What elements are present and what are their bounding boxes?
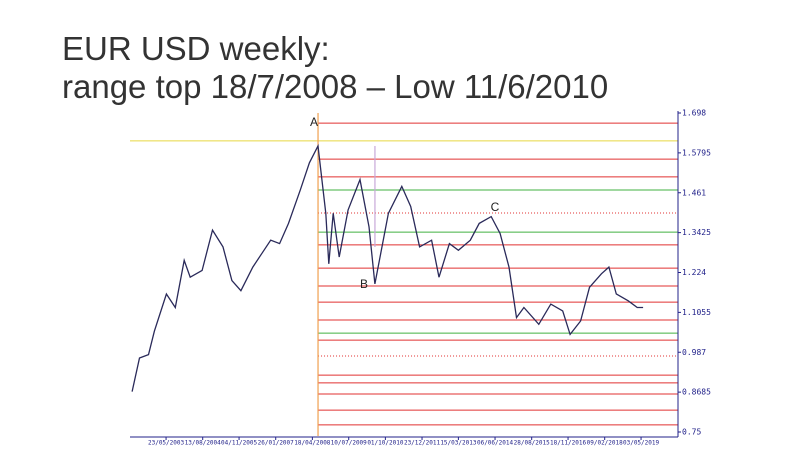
x-tick-label: 26/01/2007 <box>258 440 295 447</box>
y-tick-label: 0.987 <box>682 348 706 357</box>
x-tick-label: 10/07/2009 <box>331 440 368 447</box>
x-tick-label: 06/06/2014 <box>477 440 514 447</box>
x-tick-label: 18/04/2008 <box>294 440 331 447</box>
x-tick-label: 23/05/2003 <box>148 440 185 447</box>
annotation: B <box>360 277 368 291</box>
x-tick-label: 23/12/2011 <box>404 440 441 447</box>
x-tick-label: 28/08/2015 <box>514 440 551 447</box>
x-tick-label: 18/11/2016 <box>550 440 587 447</box>
y-tick-label: 1.698 <box>682 109 706 118</box>
y-tick-label: 0.75 <box>682 428 701 437</box>
x-tick-label: 03/05/2019 <box>623 440 660 447</box>
y-tick-label: 1.224 <box>682 268 706 277</box>
x-tick-label: 09/02/2018 <box>587 440 624 447</box>
title-line: EUR USD weekly: <box>62 30 330 67</box>
y-tick-label: 1.1055 <box>682 308 711 317</box>
x-tick-label: 04/11/2005 <box>221 440 258 447</box>
y-tick-label: 1.3425 <box>682 228 711 237</box>
x-tick-label: 13/08/2004 <box>185 440 222 447</box>
x-tick-label: 01/10/2010 <box>367 440 404 447</box>
y-tick-label: 1.5795 <box>682 148 711 157</box>
y-tick-label: 0.8685 <box>682 388 711 397</box>
annotation: C <box>491 200 500 214</box>
annotation: A <box>310 115 318 129</box>
title-line: range top 18/7/2008 – Low 11/6/2010 <box>62 68 609 105</box>
y-tick-label: 1.461 <box>682 188 706 197</box>
x-tick-label: 15/03/2013 <box>440 440 477 447</box>
price-line <box>131 143 644 392</box>
